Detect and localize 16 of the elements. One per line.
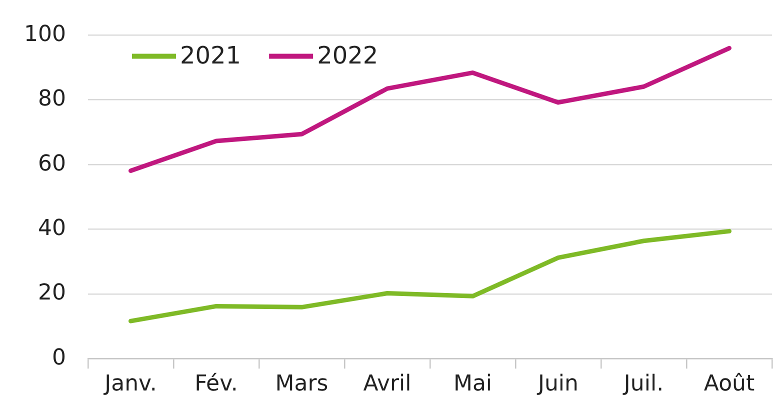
y-tick-label: 60 (38, 151, 66, 176)
x-tick-label: Fév. (194, 372, 238, 397)
x-tick-label: Juil. (622, 372, 664, 397)
y-tick-label: 40 (38, 216, 66, 241)
x-tick-label: Juin (536, 372, 578, 397)
legend-label: 2021 (180, 41, 242, 70)
legend-label: 2022 (317, 41, 378, 70)
y-tick-label: 0 (52, 345, 66, 370)
x-tick-label: Mars (275, 372, 328, 397)
x-tick-label: Mai (453, 372, 492, 397)
x-tick-label: Août (704, 372, 755, 397)
x-tick-label: Avril (363, 372, 412, 397)
y-tick-label: 20 (38, 280, 66, 306)
x-tick-label: Janv. (102, 372, 157, 397)
y-tick-label: 80 (38, 86, 66, 112)
y-tick-label: 100 (24, 22, 66, 47)
